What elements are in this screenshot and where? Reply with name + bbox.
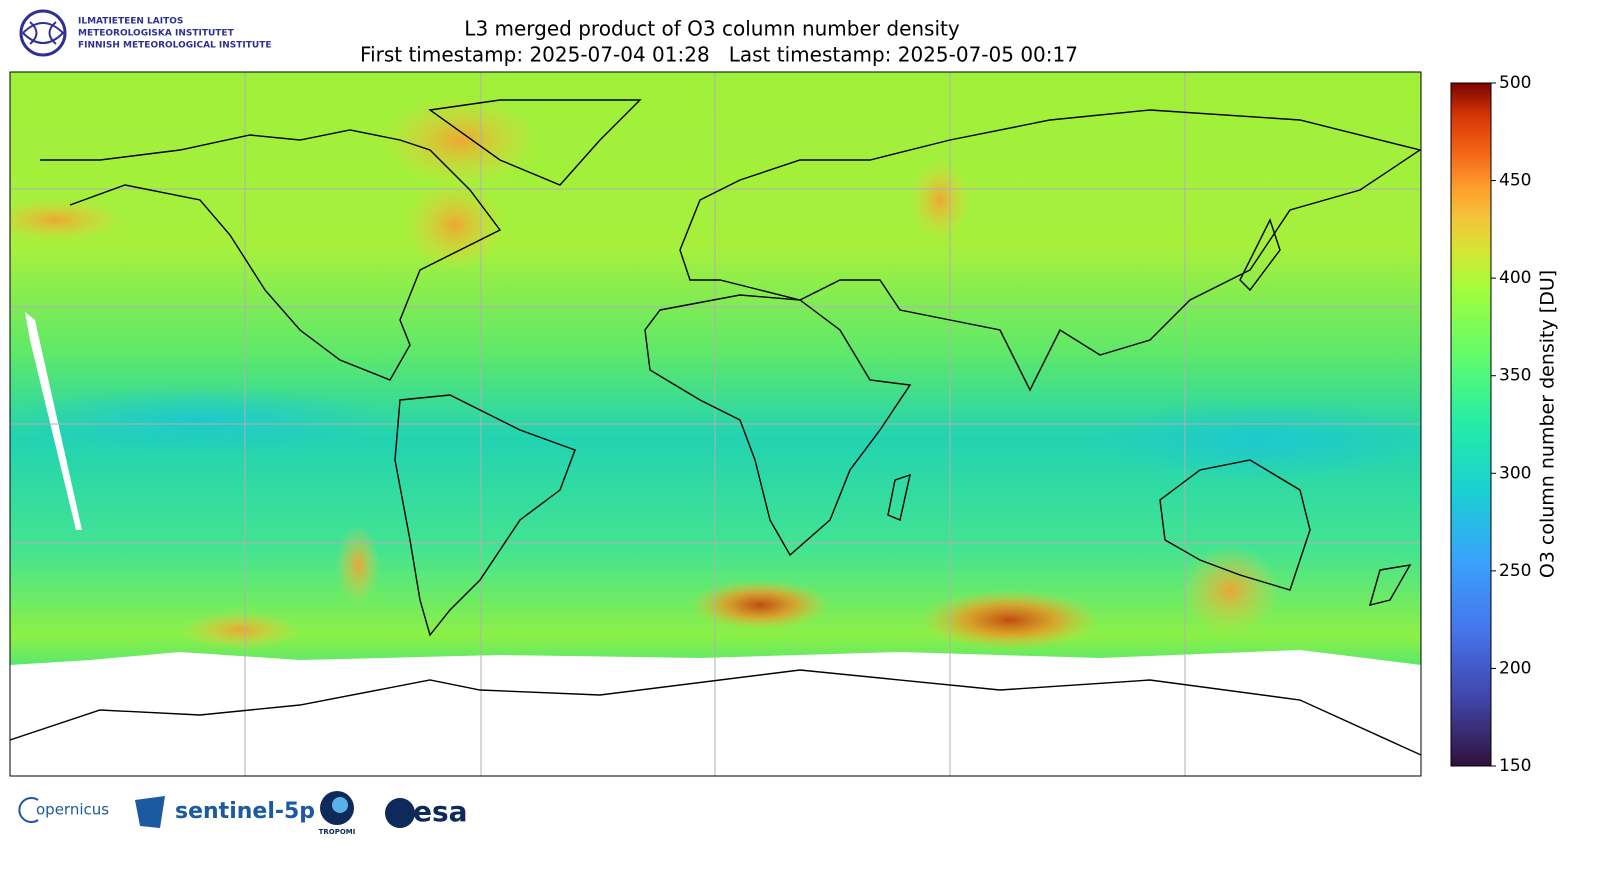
title: L3 merged product of O3 column number de… (464, 17, 960, 41)
subtitle: First timestamp: 2025-07-04 01:28 Last t… (360, 43, 1078, 67)
colorbar-tick-label: 250 (1499, 561, 1531, 581)
colorbar-tick-label: 450 (1499, 171, 1531, 191)
fmi-logo: ILMATIETEEN LAITOS METEOROLOGISKA INSTIT… (19, 9, 272, 57)
logo-tropomi: TROPOMI (319, 828, 356, 836)
logo-text: METEOROLOGISKA INSTITUTET (78, 29, 235, 39)
colorbar-tick-label: 500 (1499, 73, 1531, 93)
colorbar-tick-label: 300 (1499, 463, 1531, 483)
footer-logos: opernicus sentinel-5p TROPOMI esa (18, 791, 468, 836)
colorbar-tick-label: 350 (1499, 366, 1531, 386)
logo-text: FINNISH METEOROLOGICAL INSTITUTE (78, 41, 272, 51)
colorbar-tick-label: 200 (1499, 658, 1531, 678)
logo-copernicus: opernicus (36, 801, 109, 819)
coastlines (10, 99, 1421, 756)
colorbar-tick-label: 150 (1499, 756, 1531, 776)
colorbar: O3 column number density [DU] 150 200 250 3… (1450, 73, 1559, 776)
logo-sentinel: sentinel-5p (175, 799, 315, 824)
colorbar-tick-label: 400 (1499, 268, 1531, 288)
logo-text: ILMATIETEEN LAITOS (78, 17, 183, 27)
colorbar-scale (1450, 82, 1492, 767)
colorbar-label: O3 column number density [DU] (1537, 270, 1559, 578)
logo-esa: esa (413, 795, 468, 828)
map (10, 72, 1421, 776)
